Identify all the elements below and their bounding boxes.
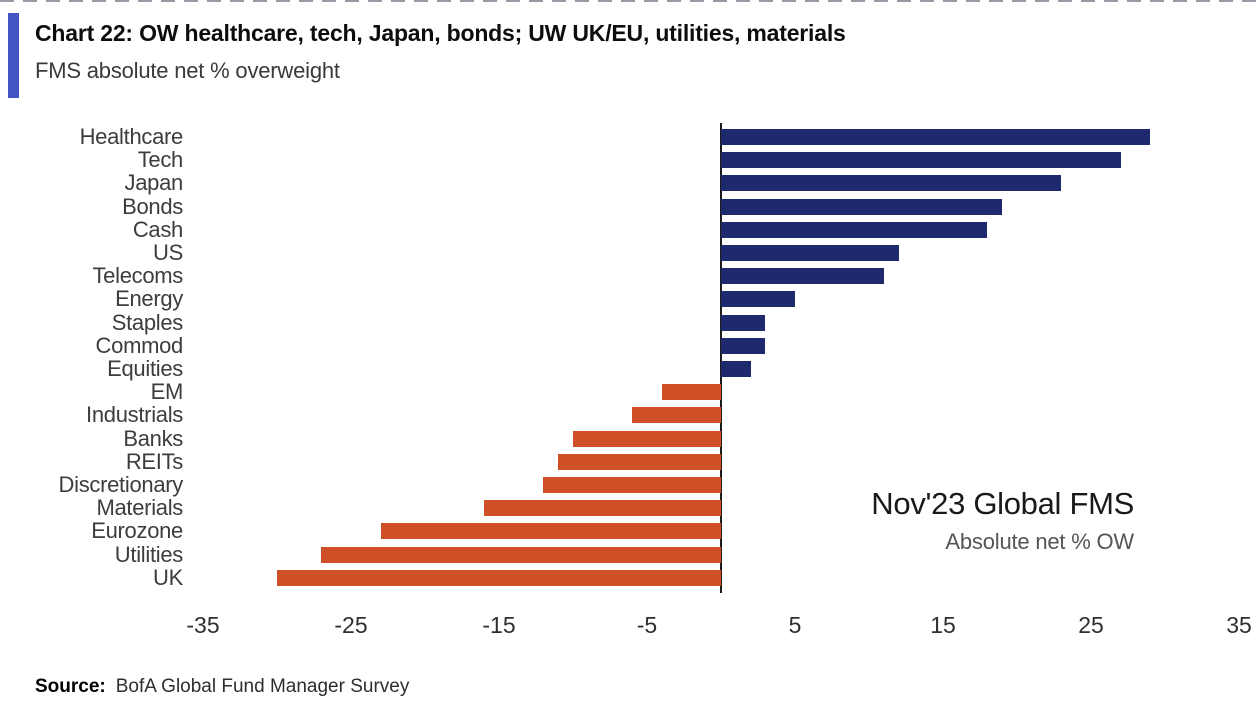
category-label-staples: Staples: [111, 309, 184, 335]
bar-materials: [484, 500, 721, 517]
bar-cash: [721, 221, 988, 238]
bar-commod: [721, 337, 766, 354]
category-label-cash: Cash: [132, 216, 183, 242]
source-line: Source: BofA Global Fund Manager Survey: [35, 676, 409, 698]
category-label-industrials: Industrials: [86, 402, 183, 428]
category-label-uk: UK: [153, 564, 183, 590]
bar-utilities: [321, 546, 721, 563]
bar-bonds: [721, 198, 1003, 215]
bar-discretionary: [543, 477, 721, 493]
annotation-title: Nov'23 Global FMS: [871, 486, 1134, 521]
bar-equities: [721, 361, 751, 377]
category-label-banks: Banks: [123, 425, 183, 451]
top-dashed-edge: [0, 0, 1260, 2]
bar-tech: [721, 152, 1121, 169]
bar-industrials: [632, 407, 721, 424]
category-label-japan: Japan: [124, 170, 184, 196]
zero-axis-line: [720, 123, 722, 593]
category-label-reits: REITs: [125, 448, 183, 474]
bar-staples: [721, 314, 766, 331]
x-tick-label-neg35: -35: [186, 612, 220, 638]
chart-subtitle: FMS absolute net % overweight: [35, 58, 340, 83]
category-label-tech: Tech: [137, 147, 184, 173]
x-tick-label-25: 25: [1078, 612, 1104, 638]
category-label-telecoms: Telecoms: [92, 263, 183, 289]
bar-eurozone: [380, 523, 721, 540]
category-label-equities: Equities: [107, 356, 183, 381]
category-label-us: US: [153, 240, 183, 265]
category-label-materials: Materials: [96, 495, 183, 521]
bar-reits: [558, 453, 721, 470]
bar-healthcare: [721, 129, 1151, 145]
category-label-eurozone: Eurozone: [91, 518, 183, 544]
category-label-commod: Commod: [95, 332, 184, 358]
chart-title: Chart 22: OW healthcare, tech, Japan, bo…: [35, 20, 846, 46]
category-label-utilities: Utilities: [114, 541, 184, 567]
source-text: BofA Global Fund Manager Survey: [115, 676, 410, 697]
bar-em: [661, 384, 721, 401]
x-tick-label-5: 5: [788, 612, 802, 638]
x-tick-label-neg5: -5: [636, 612, 658, 638]
x-tick-label-35: 35: [1226, 612, 1252, 638]
source-label: Source:: [35, 676, 106, 697]
x-tick-label-15: 15: [930, 612, 956, 638]
x-tick-label-neg25: -25: [334, 612, 368, 638]
bar-banks: [573, 430, 721, 447]
bar-telecoms: [721, 268, 884, 285]
title-accent-bar: [8, 13, 19, 98]
bar-us: [721, 245, 899, 261]
bar-energy: [721, 291, 795, 308]
bar-uk: [277, 569, 721, 586]
annotation-subtitle: Absolute net % OW: [945, 529, 1134, 554]
bar-japan: [721, 175, 1062, 192]
chart-annotation: Nov'23 Global FMS Absolute net % OW: [871, 486, 1134, 555]
category-label-em: EM: [150, 379, 184, 405]
x-tick-label-neg15: -15: [482, 612, 516, 638]
category-label-energy: Energy: [115, 286, 183, 312]
category-label-healthcare: Healthcare: [79, 124, 184, 149]
category-label-bonds: Bonds: [122, 193, 183, 219]
category-label-discretionary: Discretionary: [58, 472, 184, 497]
